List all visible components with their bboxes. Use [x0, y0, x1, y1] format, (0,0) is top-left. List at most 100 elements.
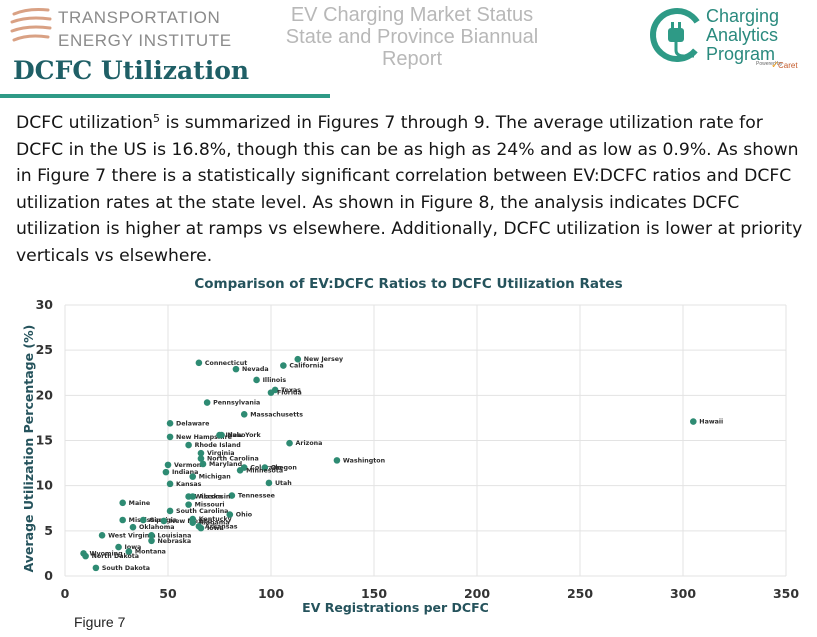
data-point	[197, 455, 205, 462]
data-point	[226, 511, 234, 518]
data-point	[139, 516, 147, 524]
y-tick-label: 25	[36, 342, 53, 357]
program-name-line1: Charging	[706, 6, 780, 26]
program-name: Charging Analytics Program	[706, 7, 779, 64]
data-point-label: Arkansas	[205, 523, 238, 530]
page-header: TRANSPORTATION ENERGY INSTITUTE EV Charg…	[0, 0, 817, 100]
data-point	[232, 365, 240, 373]
data-point	[160, 517, 168, 525]
data-point-label: Delaware	[176, 420, 209, 427]
x-tick-label: 200	[464, 586, 490, 601]
data-point-label: Washington	[343, 457, 385, 464]
data-point-label: Utah	[275, 480, 292, 487]
section-title: DCFC Utilization	[13, 56, 250, 85]
data-point-label: Vermont	[174, 462, 204, 469]
data-point	[333, 457, 341, 464]
data-point	[197, 524, 205, 532]
paragraph-rest: is summarized in Figures 7 through 9. Th…	[16, 113, 803, 266]
report-title-line1: EV Charging Market Status	[290, 4, 534, 26]
data-point	[261, 464, 269, 471]
data-point	[166, 480, 174, 488]
data-point-label: Tennessee	[238, 493, 275, 500]
data-point-label: New Hampshire	[176, 434, 232, 441]
data-point-label: New Jersey	[304, 356, 343, 363]
data-point-label: Oregon	[271, 465, 297, 472]
x-axis-label: EV Registrations per DCFC	[302, 600, 489, 615]
data-point	[185, 441, 192, 449]
data-point	[115, 543, 122, 551]
data-point-label: Oklahoma	[139, 524, 175, 531]
data-point-label: Pennsylvania	[213, 400, 260, 407]
x-tick-label: 350	[773, 586, 799, 601]
y-tick-label: 10	[36, 478, 54, 493]
data-point-label: Mississippi	[129, 517, 168, 524]
data-point	[189, 519, 197, 527]
data-point	[189, 493, 197, 500]
data-point	[280, 362, 287, 369]
x-tick-label: 250	[567, 586, 593, 601]
data-point-label: Florida	[277, 390, 302, 397]
data-point-label: Wisconsin	[195, 494, 231, 501]
data-point-label: Alabama	[199, 520, 230, 527]
tei-logo-icon	[10, 8, 52, 42]
y-tick-label: 0	[44, 568, 53, 583]
data-point	[185, 501, 192, 508]
y-tick-label: 20	[36, 387, 54, 402]
data-point-label: Wyoming	[90, 550, 123, 557]
y-tick-label: 30	[36, 297, 54, 312]
data-point-label: California	[289, 363, 323, 370]
y-tick-label: 5	[44, 523, 53, 538]
figure-caption: Figure 7	[74, 614, 126, 630]
data-point	[294, 355, 302, 363]
data-point	[148, 532, 155, 539]
powered-by-label: Powered by	[756, 61, 783, 67]
section-title-underline	[0, 94, 330, 98]
data-point-label: West Virginia	[108, 532, 156, 539]
chart-title: Comparison of EV:DCFC Ratios to DCFC Uti…	[0, 276, 817, 292]
data-point	[125, 548, 133, 555]
data-point	[162, 468, 170, 476]
data-point-label: Rhode Island	[195, 442, 241, 449]
data-point-label: South Carolina	[176, 508, 228, 515]
data-point-label: Illinois	[263, 377, 287, 384]
org-name-line2: ENERGY INSTITUTE	[58, 31, 232, 50]
data-point	[166, 433, 174, 441]
x-tick-label: 150	[361, 586, 387, 601]
data-point-label: Nebraska	[158, 538, 192, 545]
data-point-label: South Dakota	[102, 565, 150, 572]
data-point-label: New York	[228, 432, 262, 439]
data-point	[690, 418, 697, 425]
charging-plug-icon	[650, 8, 704, 62]
data-point	[119, 516, 126, 524]
report-title: EV Charging Market Status State and Prov…	[262, 4, 562, 70]
program-name-line2: Analytics	[706, 25, 779, 45]
data-point	[148, 537, 155, 545]
data-point-label: Virginia	[207, 450, 235, 457]
data-point	[164, 461, 172, 469]
data-point	[129, 523, 137, 531]
data-point-label: Missouri	[195, 502, 225, 509]
x-tick-label: 0	[61, 586, 70, 601]
data-point-label: Michigan	[199, 474, 231, 481]
data-point-label: Massachusetts	[250, 411, 303, 418]
data-point	[82, 552, 89, 560]
data-point	[98, 532, 106, 539]
data-point	[197, 449, 205, 457]
data-point-label: Alaska	[199, 494, 222, 501]
data-point-label: Maryland	[209, 461, 242, 468]
data-point-label: Kansas	[176, 481, 202, 488]
caret-icon: ✓	[771, 60, 780, 71]
data-point	[166, 507, 174, 515]
program-name-line3: Program	[706, 44, 776, 64]
y-tick-label: 15	[36, 433, 53, 448]
data-point	[228, 492, 236, 499]
data-point-label: North Dakota	[92, 553, 139, 560]
data-point-label: Louisiana	[158, 532, 192, 539]
data-point-label: Minnesota	[246, 467, 283, 474]
data-point-label: Nevada	[242, 366, 269, 373]
data-point	[216, 431, 223, 439]
data-point	[195, 359, 203, 367]
x-tick-label: 50	[159, 586, 177, 601]
data-point	[236, 467, 244, 474]
